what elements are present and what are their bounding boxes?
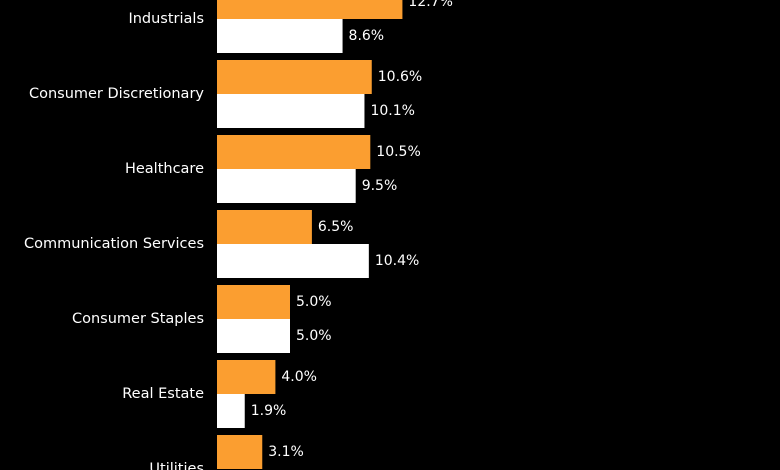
category-label-consumer-discretionary: Consumer Discretionary bbox=[29, 86, 204, 102]
bar-industrials-series-2 bbox=[217, 19, 343, 53]
value-label-healthcare-series-1: 10.5% bbox=[376, 144, 420, 160]
labels-layer: Industrials 12.7% 8.6% Consumer Discretiona… bbox=[24, 0, 453, 470]
value-label-consumer-staples-series-2: 5.0% bbox=[296, 328, 332, 344]
bar-real-estate-series-1 bbox=[217, 360, 276, 394]
category-label-communication-services: Communication Services bbox=[24, 236, 204, 252]
bar-healthcare-series-2 bbox=[217, 169, 356, 203]
value-label-consumer-discretionary-series-1: 10.6% bbox=[378, 69, 422, 85]
bar-consumer-staples-series-1 bbox=[217, 285, 290, 319]
value-label-communication-services-series-1: 6.5% bbox=[318, 219, 354, 235]
value-label-industrials-series-1: 12.7% bbox=[408, 0, 452, 10]
bar-communication-services-series-2 bbox=[217, 244, 369, 278]
value-label-real-estate-series-2: 1.9% bbox=[251, 403, 287, 419]
value-label-industrials-series-2: 8.6% bbox=[349, 28, 385, 44]
value-label-consumer-staples-series-1: 5.0% bbox=[296, 294, 332, 310]
bar-consumer-discretionary-series-1 bbox=[217, 60, 372, 94]
value-label-utilities-series-1: 3.1% bbox=[268, 444, 304, 460]
bars-layer bbox=[217, 0, 403, 469]
bar-industrials-series-1 bbox=[217, 0, 403, 19]
value-label-consumer-discretionary-series-2: 10.1% bbox=[370, 103, 414, 119]
category-label-real-estate: Real Estate bbox=[122, 386, 204, 402]
bar-healthcare-series-1 bbox=[217, 135, 371, 169]
category-label-healthcare: Healthcare bbox=[125, 161, 204, 177]
category-label-utilities: Utilities bbox=[149, 461, 204, 470]
value-label-healthcare-series-2: 9.5% bbox=[362, 178, 398, 194]
bar-consumer-staples-series-2 bbox=[217, 319, 290, 353]
value-label-communication-services-series-2: 10.4% bbox=[375, 253, 419, 269]
category-label-industrials: Industrials bbox=[128, 11, 204, 27]
value-label-real-estate-series-1: 4.0% bbox=[281, 369, 317, 385]
category-label-consumer-staples: Consumer Staples bbox=[72, 311, 204, 327]
bar-consumer-discretionary-series-2 bbox=[217, 94, 365, 128]
bar-utilities-series-1 bbox=[217, 435, 263, 469]
bar-real-estate-series-2 bbox=[217, 394, 245, 428]
bar-communication-services-series-1 bbox=[217, 210, 312, 244]
